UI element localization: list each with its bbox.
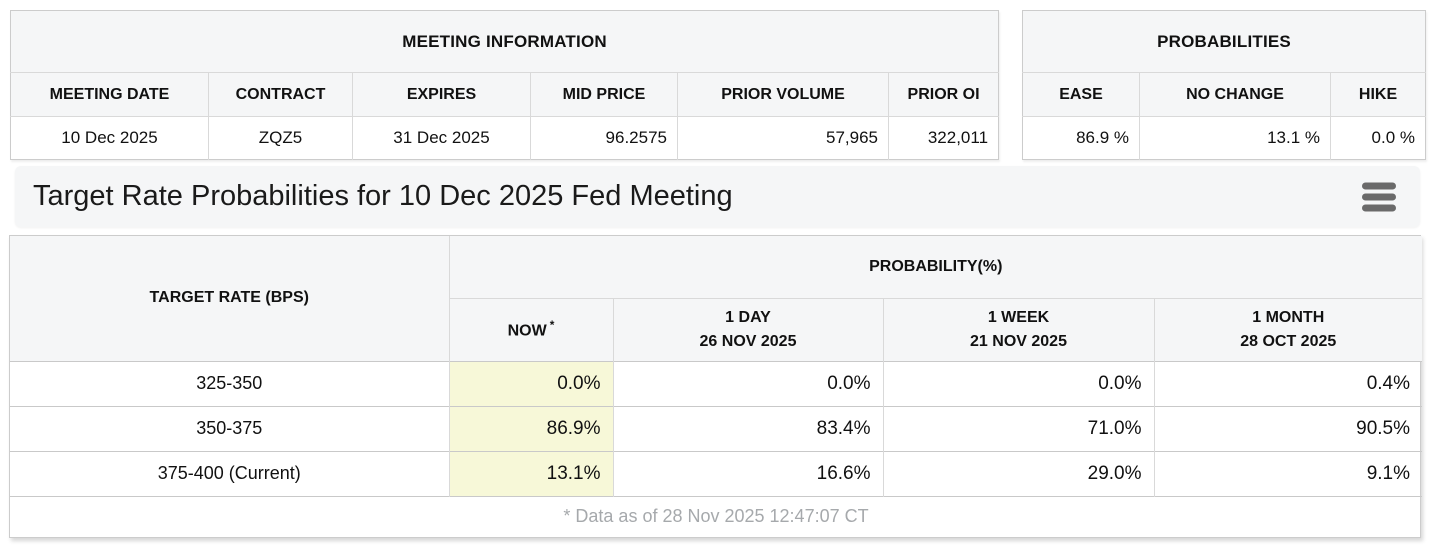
mid-price-value: 96.2575 (530, 116, 678, 160)
now-prob-375-400: 13.1% (448, 450, 613, 496)
probability-group-header: PROBABILITY(%) (449, 236, 1423, 298)
page-title: Target Rate Probabilities for 10 Dec 202… (33, 180, 733, 212)
meeting-date-value: 10 Dec 2025 (10, 116, 209, 160)
col-1-day-date: 26 NOV 2025 (699, 332, 797, 350)
col-header-1-week: 1 WEEK 21 NOV 2025 (882, 297, 1154, 361)
month-prob-375-400: 9.1% (1153, 450, 1423, 496)
col-header-meeting-date: MEETING DATE (10, 72, 209, 117)
probabilities-summary-table: PROBABILITIES EASE NO CHANGE HIKE 86.9 %… (1022, 10, 1427, 160)
now-prob-350-375: 86.9% (448, 405, 613, 451)
col-header-1-month: 1 MONTH 28 OCT 2025 (1153, 297, 1423, 361)
target-rate-325-350: 325-350 (10, 360, 449, 406)
col-1-day-label: 1 DAY (725, 309, 771, 327)
probabilities-summary-row: 86.9 % 13.1 % 0.0 % (1022, 116, 1426, 160)
hike-value: 0.0 % (1329, 116, 1426, 160)
target-rate-350-375: 350-375 (10, 405, 449, 451)
day-prob-350-375: 83.4% (612, 405, 883, 451)
prior-volume-value: 57,965 (677, 116, 889, 160)
target-rate-bps-header: TARGET RATE (BPS) (10, 236, 450, 361)
col-header-no-change: NO CHANGE (1139, 72, 1331, 117)
meeting-information-row: 10 Dec 2025 ZQZ5 31 Dec 2025 96.2575 57,… (10, 116, 999, 160)
col-header-hike: HIKE (1329, 72, 1426, 117)
week-prob-350-375: 71.0% (882, 405, 1154, 451)
hamburger-bar (1362, 182, 1396, 189)
hamburger-bar (1362, 193, 1396, 200)
week-prob-325-350: 0.0% (882, 360, 1154, 406)
hamburger-bar (1362, 204, 1396, 211)
col-header-prior-oi: PRIOR OI (887, 72, 999, 117)
now-footnote-asterisk: * (549, 317, 555, 332)
meeting-information-title: MEETING INFORMATION (10, 10, 999, 73)
now-prob-325-350: 0.0% (448, 360, 613, 406)
ease-value: 86.9 % (1022, 116, 1140, 160)
col-header-ease: EASE (1022, 72, 1140, 117)
col-header-1-day: 1 DAY 26 NOV 2025 (612, 297, 883, 361)
col-header-now: NOW * (449, 297, 613, 361)
col-header-expires: EXPIRES (352, 72, 531, 117)
target-rate-375-400-current: 375-400 (Current) (10, 450, 449, 496)
day-prob-325-350: 0.0% (612, 360, 883, 406)
day-prob-375-400: 16.6% (612, 450, 883, 496)
col-header-contract: CONTRACT (208, 72, 353, 117)
prior-oi-value: 322,011 (887, 116, 999, 160)
col-1-month-label: 1 MONTH (1252, 309, 1325, 327)
table-row: 325-350 0.0% 0.0% 0.0% 0.4% (10, 360, 1423, 406)
target-rate-probability-table: TARGET RATE (BPS) PROBABILITY(%) NOW * 1 … (10, 236, 1423, 537)
section-title-bar: Target Rate Probabilities for 10 Dec 202… (15, 166, 1420, 227)
col-header-mid-price: MID PRICE (530, 72, 678, 117)
col-1-week-label: 1 WEEK (987, 309, 1050, 327)
col-1-week-date: 21 NOV 2025 (970, 332, 1067, 350)
hamburger-menu-icon[interactable] (1362, 182, 1396, 211)
meeting-information-table: MEETING INFORMATION MEETING DATE CONTRAC… (10, 10, 1000, 160)
table-row: 350-375 86.9% 83.4% 71.0% 90.5% (10, 405, 1423, 451)
no-change-value: 13.1 % (1139, 116, 1331, 160)
week-prob-375-400: 29.0% (882, 450, 1154, 496)
expires-value: 31 Dec 2025 (352, 116, 531, 160)
table-row: 375-400 (Current) 13.1% 16.6% 29.0% 9.1% (10, 450, 1423, 496)
data-as-of-footnote: * Data as of 28 Nov 2025 12:47:07 CT (10, 495, 1423, 537)
month-prob-325-350: 0.4% (1153, 360, 1423, 406)
col-1-month-date: 28 OCT 2025 (1240, 332, 1337, 350)
month-prob-350-375: 90.5% (1153, 405, 1423, 451)
target-rate-probability-table-wrap: TARGET RATE (BPS) PROBABILITY(%) NOW * 1 … (9, 235, 1423, 538)
probabilities-title: PROBABILITIES (1022, 10, 1426, 73)
now-label: NOW (507, 322, 547, 340)
contract-value: ZQZ5 (208, 116, 353, 160)
col-header-prior-volume: PRIOR VOLUME (677, 72, 889, 117)
